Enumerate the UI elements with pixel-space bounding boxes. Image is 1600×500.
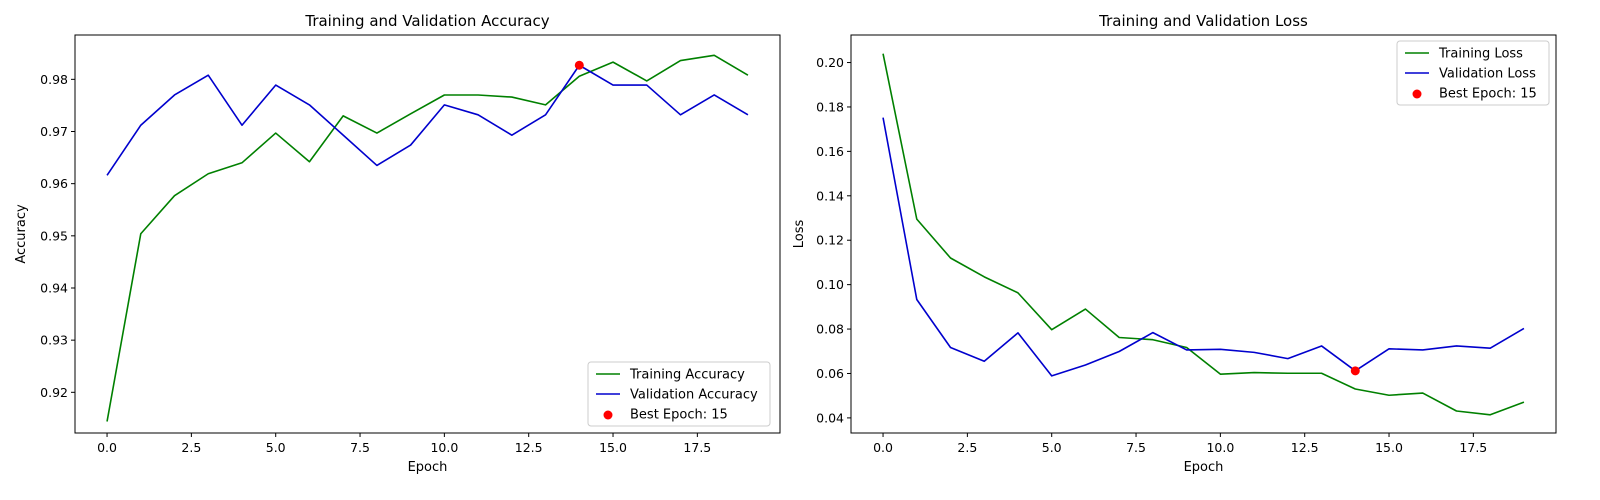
loss-x-tick-label: 5.0 [1042, 440, 1062, 455]
loss-y-tick-label: 0.08 [816, 322, 844, 337]
accuracy-chart: Training and Validation Accuracy 0.0 2.5 5.… [14, 12, 781, 475]
loss-series-validation-loss-line [882, 117, 1525, 377]
accuracy-legend-label: Training Accuracy [629, 368, 745, 383]
loss-legend-label: Training Loss [1438, 47, 1523, 62]
accuracy-y-axis-label: Accuracy [14, 204, 29, 264]
loss-y-tick-label: 0.18 [816, 99, 844, 114]
loss-x-tick-label: 7.5 [1126, 440, 1146, 455]
loss-x-axis-label: Epoch [1184, 460, 1224, 475]
accuracy-x-tick-label: 17.5 [683, 440, 711, 455]
accuracy-x-tick-label: 7.5 [350, 440, 370, 455]
loss-x-tick-label: 0.0 [873, 440, 893, 455]
loss-plot-frame [850, 34, 1557, 434]
accuracy-chart-title: Training and Validation Accuracy [304, 12, 549, 30]
loss-y-tick-label: 0.12 [816, 233, 844, 248]
loss-chart: Training and Validation Loss 0.0 2.5 5.0 7.5… [792, 12, 1557, 475]
loss-y-tick-label: 0.04 [816, 410, 844, 425]
loss-y-tick-label: 0.20 [816, 55, 844, 70]
accuracy-series-training-accuracy-line [106, 54, 749, 422]
loss-legend: Training Loss Validation Loss Best Epoch: … [1396, 40, 1550, 106]
loss-legend-swatch [1412, 89, 1422, 99]
accuracy-best-epoch-marker [574, 60, 584, 70]
accuracy-x-axis-label: Epoch [408, 460, 448, 475]
accuracy-y-tick-label: 0.97 [40, 124, 68, 139]
loss-x-tick-label: 12.5 [1291, 440, 1319, 455]
accuracy-plot-frame [74, 34, 781, 434]
accuracy-legend: Training Accuracy Validation Accuracy Best… [587, 361, 771, 427]
loss-best-epoch-marker [1350, 366, 1360, 376]
accuracy-legend-box [587, 361, 771, 427]
accuracy-y-tick-label: 0.93 [40, 333, 68, 348]
accuracy-x-tick-label: 2.5 [181, 440, 201, 455]
accuracy-y-tick-label: 0.94 [40, 280, 68, 295]
loss-x-tick-label: 10.0 [1206, 440, 1234, 455]
accuracy-y-tick-label: 0.95 [40, 228, 68, 243]
accuracy-y-tick-label: 0.98 [40, 72, 68, 87]
loss-legend-label: Validation Loss [1439, 67, 1536, 82]
accuracy-y-tick-label: 0.92 [40, 385, 68, 400]
loss-x-tick-label: 15.0 [1375, 440, 1403, 455]
loss-y-axis-label: Loss [792, 220, 807, 249]
accuracy-legend-label: Best Epoch: 15 [630, 408, 728, 423]
loss-series-training-loss-line [882, 53, 1525, 416]
loss-legend-label: Best Epoch: 15 [1439, 87, 1537, 102]
loss-y-tick-label: 0.06 [816, 366, 844, 381]
loss-x-tick-label: 17.5 [1459, 440, 1487, 455]
accuracy-x-tick-label: 12.5 [515, 440, 543, 455]
loss-chart-title: Training and Validation Loss [1098, 12, 1308, 30]
accuracy-x-tick-label: 5.0 [266, 440, 286, 455]
loss-legend-box [1396, 40, 1550, 106]
accuracy-x-tick-label: 10.0 [430, 440, 458, 455]
loss-y-tick-label: 0.14 [816, 188, 844, 203]
accuracy-x-tick-label: 0.0 [97, 440, 117, 455]
accuracy-legend-swatch [603, 410, 613, 420]
loss-y-tick-label: 0.10 [816, 277, 844, 292]
accuracy-legend-label: Validation Accuracy [630, 388, 758, 403]
accuracy-x-tick-label: 15.0 [599, 440, 627, 455]
accuracy-series-validation-accuracy-line [106, 64, 749, 176]
loss-y-tick-label: 0.16 [816, 144, 844, 159]
loss-x-tick-label: 2.5 [957, 440, 977, 455]
accuracy-y-tick-label: 0.96 [40, 176, 68, 191]
